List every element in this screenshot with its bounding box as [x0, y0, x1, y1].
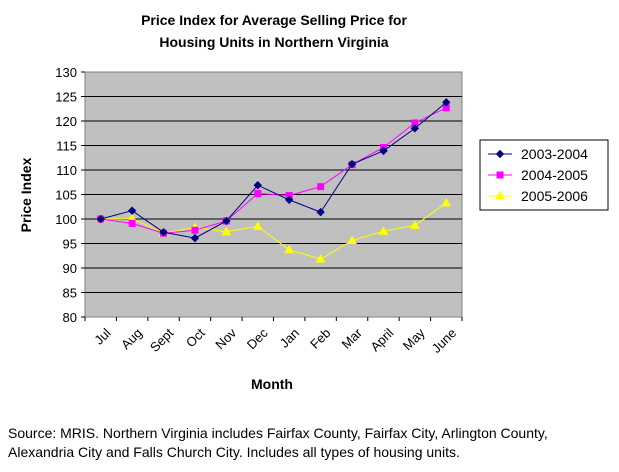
data-point	[378, 226, 389, 235]
y-tick-label: 130	[55, 65, 77, 80]
data-point	[442, 98, 451, 107]
source-footnote: Source: MRIS. Northern Virginia includes…	[8, 425, 548, 460]
data-point	[379, 146, 388, 156]
y-tick-label: 80	[63, 310, 77, 325]
series-line	[100, 107, 447, 234]
y-tick-label: 120	[55, 114, 77, 129]
x-tick-label: Feb	[307, 325, 333, 351]
x-tick-label: Aug	[118, 325, 145, 352]
data-point	[254, 190, 262, 198]
data-point	[222, 216, 231, 226]
data-point	[127, 206, 137, 215]
data-point	[191, 226, 199, 234]
y-tick-label: 105	[55, 188, 77, 203]
x-tick-label: Sept	[147, 325, 177, 355]
data-point	[347, 235, 357, 245]
y-tick-label: 95	[63, 237, 77, 252]
y-tick-label: 100	[55, 212, 77, 227]
data-point	[221, 226, 232, 236]
legend-marker	[496, 171, 504, 179]
price-index-chart: Price Index for Average Selling Price fo…	[18, 12, 609, 392]
y-tick-label: 85	[63, 286, 77, 301]
series-lines	[95, 98, 452, 263]
x-axis-ticks: Jul Aug Sept Oct Nov Dec Jan Feb Mar April May June	[84, 317, 463, 356]
grid-lines	[85, 96, 462, 293]
x-tick-label: Nov	[212, 325, 239, 352]
data-point	[96, 214, 105, 224]
y-tick-label: 125	[55, 90, 77, 105]
y-tick-label: 115	[56, 139, 77, 154]
data-point	[317, 183, 325, 191]
data-point	[285, 195, 294, 205]
x-tick-label: Dec	[244, 325, 271, 352]
data-point	[410, 124, 420, 133]
data-point	[284, 244, 295, 254]
data-point	[190, 233, 200, 243]
y-axis-ticks: 80 85 90 95 100 105 110 115 120 125 130	[55, 65, 85, 325]
x-tick-label: Jan	[277, 325, 302, 350]
y-tick-label: 110	[56, 163, 77, 178]
data-point	[347, 159, 357, 169]
y-tick-label: 90	[63, 261, 77, 276]
x-tick-label: Mar	[339, 325, 366, 352]
series-2003-2004	[96, 98, 451, 243]
data-point	[253, 180, 262, 190]
data-point	[441, 197, 452, 207]
legend-label: 2003-2004	[521, 146, 588, 162]
legend-label: 2004-2005	[521, 167, 588, 183]
chart-title-line-1: Price Index for Average Selling Price fo…	[141, 12, 407, 28]
x-tick-label: June	[429, 325, 460, 356]
x-tick-label: Jul	[91, 325, 113, 347]
x-tick-label: May	[400, 325, 428, 353]
legend: 2003-2004 2004-2005 2005-2006	[479, 139, 609, 211]
x-axis-label: Month	[251, 376, 293, 392]
x-tick-label: Oct	[183, 325, 208, 350]
legend-marker	[495, 190, 505, 200]
data-point	[128, 219, 136, 227]
legend-marker	[495, 149, 505, 159]
data-point	[315, 254, 326, 263]
data-point	[316, 207, 325, 217]
legend-label: 2005-2006	[521, 188, 588, 204]
data-point	[159, 228, 168, 237]
series-line	[100, 202, 447, 260]
x-tick-label: April	[367, 325, 396, 354]
data-point	[252, 221, 263, 230]
data-point	[410, 220, 420, 229]
chart-title-line-2: Housing Units in Northern Virginia	[159, 34, 388, 50]
series-line	[100, 101, 447, 239]
y-axis-label: Price Index	[18, 157, 34, 232]
